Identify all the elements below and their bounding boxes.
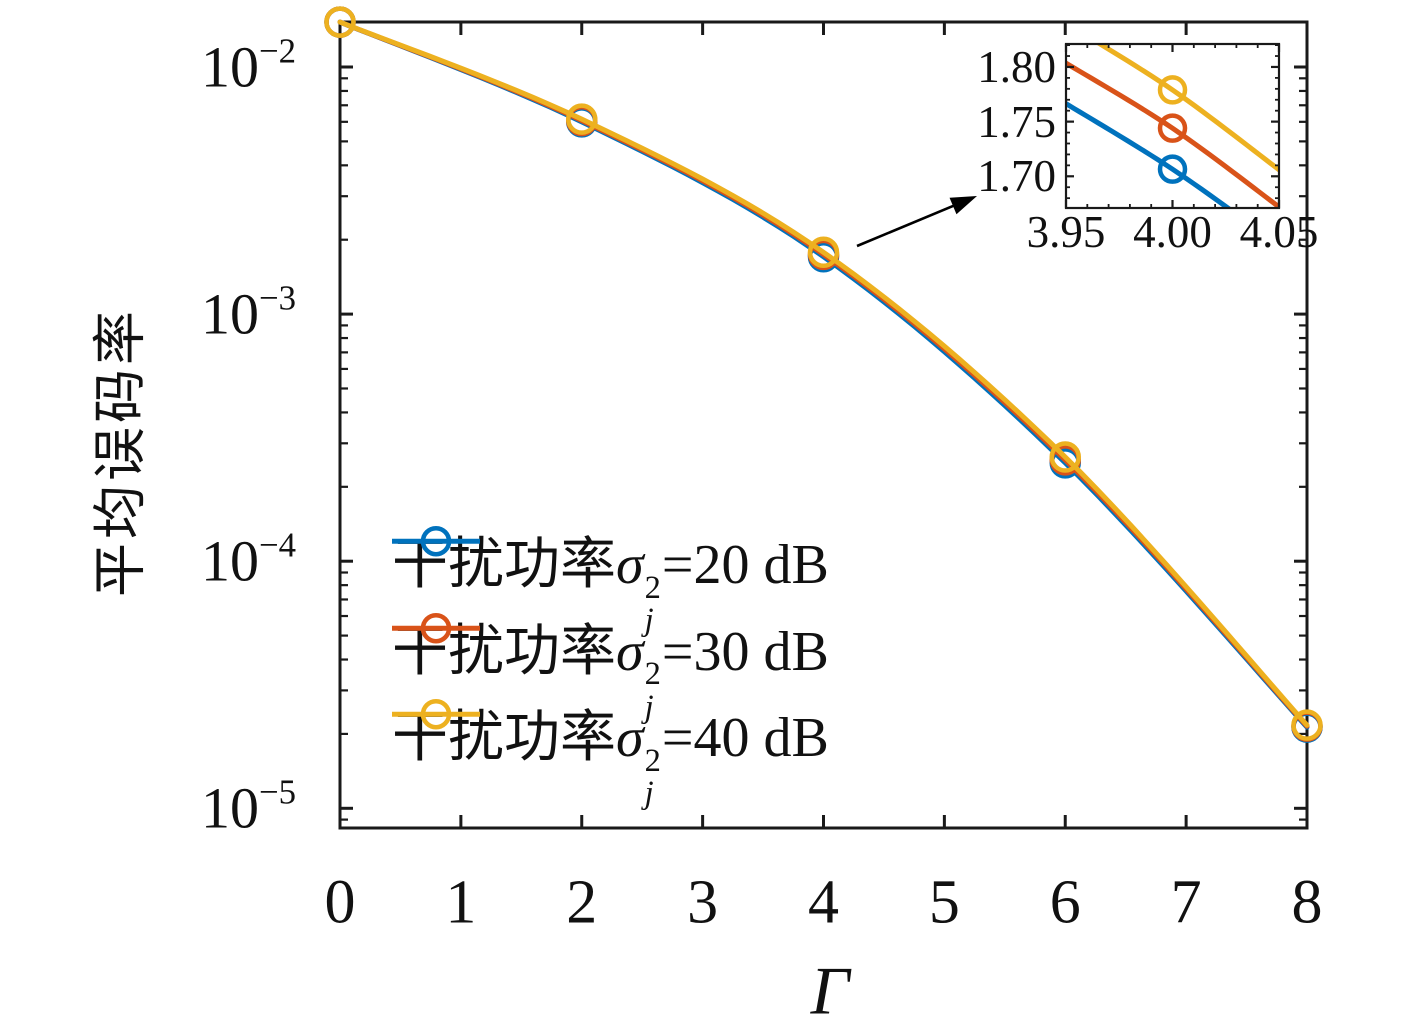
y-tick-label: 10−5 [200,772,296,841]
main-axes [338,20,1309,830]
inset-y-tick-label: 1.80 [977,41,1056,92]
x-tick-label: 6 [1049,868,1081,937]
data-marker [1291,709,1323,741]
legend-item: 干扰功率σ 2 j =30 dB [392,606,829,725]
inset-x-tick-label: 4.05 [1239,207,1319,257]
x-tick-label: 0 [324,868,356,937]
y-axis-label: 平均误码率 [90,307,151,597]
y-tick-label: 10−4 [200,525,296,594]
y-tick-label: 10−2 [200,31,296,100]
inset-data-marker [1157,113,1188,143]
inset-data-marker [1157,75,1188,105]
legend-label: 干扰功率σ 2 j =30 dB [392,620,829,725]
legend-line-marker-icon [392,612,480,643]
data-marker [807,236,840,269]
inset-data-marker [1157,154,1188,184]
x-tick-label: 5 [928,868,960,937]
inset-y-tick-label: 1.75 [977,96,1056,147]
inset-zoom-panel [1064,42,1281,210]
inset-series [1066,44,1279,208]
legend-label: 干扰功率σ 2 j =40 dB [392,707,829,812]
legend-item: 干扰功率σ 2 j =20 dB [392,519,829,637]
zoom-callout-arrow [856,196,977,248]
x-tick-label: 8 [1291,868,1323,937]
inset-x-tick-label: 3.95 [1026,207,1106,257]
y-tick-label: 10−3 [200,278,296,347]
x-axis-label: Γ [810,952,850,1023]
inset-x-tick-label: 4.00 [1133,207,1212,257]
x-tick-label: 7 [1170,868,1202,937]
x-tick-label: 2 [566,868,598,937]
data-marker [566,103,598,135]
inset-y-tick-label: 1.70 [977,151,1056,202]
x-tick-label: 4 [808,868,839,937]
legend-item: 干扰功率σ 2 j =40 dB [392,692,829,810]
data-marker [1049,441,1081,473]
legend-line-marker-icon [392,525,480,557]
series-40db [324,6,1323,741]
x-tick-label: 1 [445,868,477,937]
legend-line-marker-icon [392,698,480,730]
data-marker [324,6,356,38]
series-lines [324,6,1323,743]
x-tick-label: 3 [687,868,719,937]
legend-label: 干扰功率σ 2 j =20 dB [392,534,829,639]
